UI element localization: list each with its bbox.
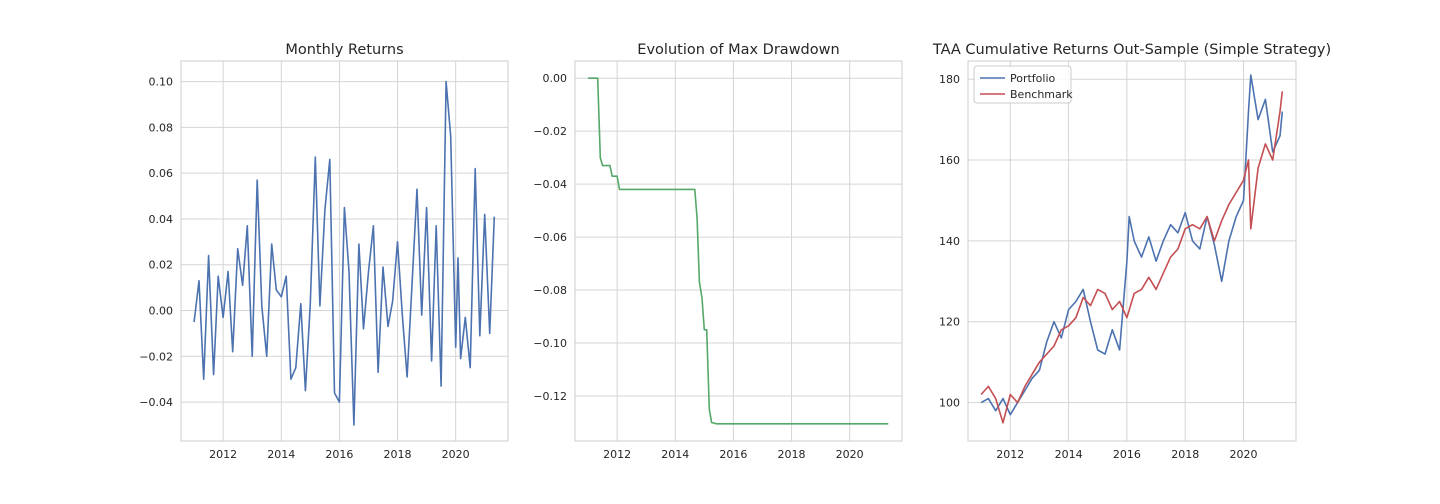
x-tick-label: 2016 <box>719 448 747 461</box>
x-tick-label: 2016 <box>1113 448 1141 461</box>
y-tick-label: 0.00 <box>543 72 568 85</box>
x-tick-label: 2018 <box>384 448 412 461</box>
y-tick-label: −0.02 <box>139 350 173 363</box>
y-tick-label: 140 <box>939 235 960 248</box>
plot-frame <box>574 60 903 442</box>
series-line <box>588 77 889 425</box>
legend: Portfolio Benchmark <box>973 65 1073 104</box>
x-tick-label: 2014 <box>267 448 295 461</box>
chart-title: Monthly Returns <box>285 42 403 58</box>
chart-title: TAA Cumulative Returns Out-Sample (Simpl… <box>932 42 1331 58</box>
max-drawdown-panel: 2012 2014 2016 2018 2020 −0.12 −0.10 −0.08 −0.06… <box>533 42 903 461</box>
x-tick-label: 2012 <box>209 448 237 461</box>
series-line <box>193 80 496 426</box>
y-tick-label: −0.06 <box>533 231 567 244</box>
legend-label: Portfolio <box>1010 72 1056 85</box>
x-tick-label: 2012 <box>603 448 631 461</box>
x-tick-label: 2020 <box>442 448 470 461</box>
y-tick-label: −0.04 <box>139 396 173 409</box>
x-tick-label: 2018 <box>1171 448 1199 461</box>
x-tick-label: 2012 <box>996 448 1024 461</box>
legend-label: Benchmark <box>1010 88 1073 101</box>
y-tick-label: −0.02 <box>533 125 567 138</box>
benchmark-series-line <box>980 91 1284 424</box>
y-tick-label: 0.04 <box>149 213 174 226</box>
y-tick-label: −0.08 <box>533 284 567 297</box>
monthly-returns-panel: 2012 2014 2016 2018 2020 −0.04 −0.02 0.00 0.02 0.… <box>139 42 509 461</box>
y-tick-label: 100 <box>939 397 960 410</box>
x-tick-label: 2016 <box>325 448 353 461</box>
y-tick-label: −0.12 <box>533 390 567 403</box>
y-tick-label: 0.00 <box>149 305 174 318</box>
y-tick-label: 180 <box>939 73 960 86</box>
y-tick-label: 160 <box>939 154 960 167</box>
x-tick-label: 2014 <box>661 448 689 461</box>
x-tick-label: 2020 <box>1230 448 1258 461</box>
chart-title: Evolution of Max Drawdown <box>637 42 839 58</box>
y-tick-label: −0.10 <box>533 337 567 350</box>
x-tick-label: 2020 <box>836 448 864 461</box>
x-tick-label: 2014 <box>1055 448 1083 461</box>
plot-frame <box>967 60 1297 442</box>
cumulative-returns-panel: 2012 2014 2016 2018 2020 100 120 140 160 180 TAA C… <box>932 42 1331 461</box>
y-tick-label: 0.02 <box>149 259 174 272</box>
y-tick-label: −0.04 <box>533 178 567 191</box>
y-tick-label: 120 <box>939 316 960 329</box>
portfolio-series-line <box>980 74 1284 416</box>
x-tick-label: 2018 <box>778 448 806 461</box>
y-tick-label: 0.06 <box>149 167 174 180</box>
y-tick-label: 0.10 <box>149 76 174 89</box>
y-tick-label: 0.08 <box>149 121 174 134</box>
plot-frame <box>180 60 509 442</box>
